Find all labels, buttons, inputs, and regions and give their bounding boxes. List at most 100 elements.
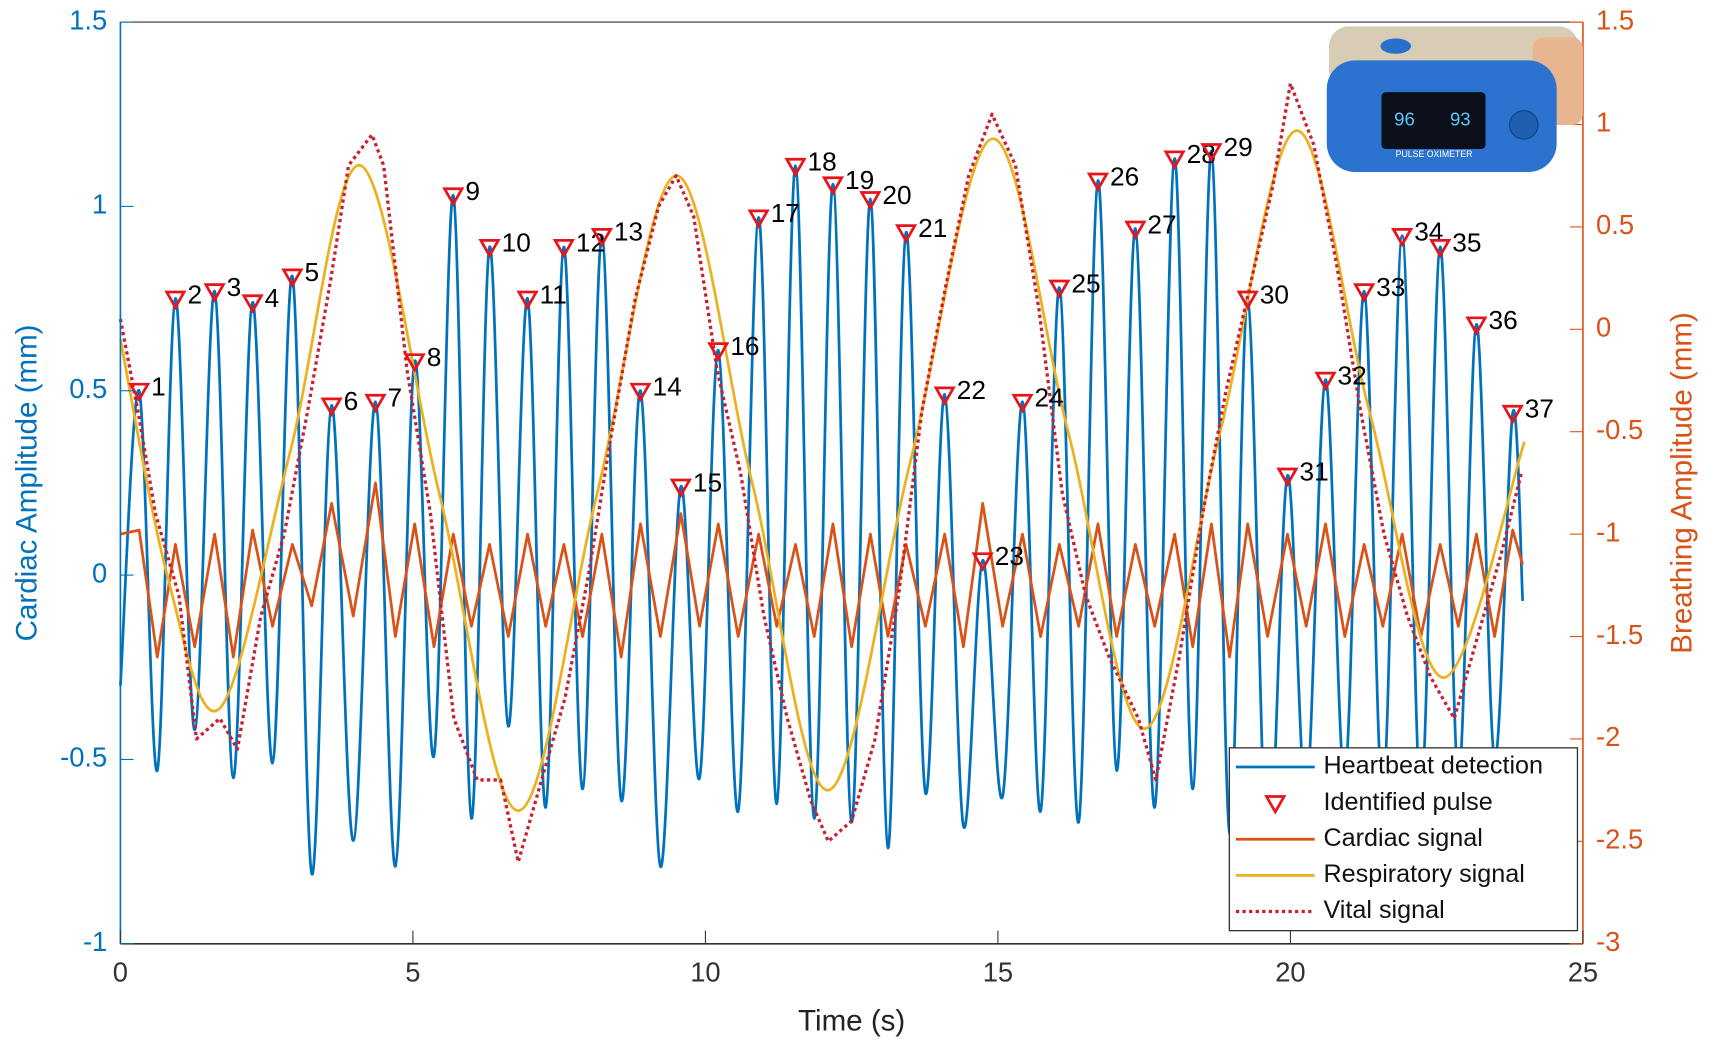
pulse-marker [1429, 239, 1452, 259]
pulse-marker [442, 187, 465, 207]
y2-tick-label: 1 [1596, 107, 1611, 138]
pulse-label: 35 [1452, 228, 1481, 258]
pulse-label: 3 [227, 272, 242, 302]
pulse-label: 6 [344, 386, 359, 416]
pulse-label: 7 [388, 383, 403, 413]
pulse-marker [859, 191, 882, 211]
y2-axis-label: Breathing Amplitude (mm) [1665, 312, 1698, 654]
pulse-label: 1 [151, 371, 166, 401]
pulse-marker [1391, 227, 1414, 248]
button [1509, 110, 1539, 140]
pulse-label: 37 [1525, 394, 1554, 424]
pulse-marker [1200, 143, 1223, 163]
screen [1381, 92, 1486, 150]
pulse-marker [241, 294, 264, 314]
x-tick-label: 5 [405, 957, 420, 988]
pulse-marker [478, 239, 501, 259]
y-tick-label: -1 [83, 926, 107, 957]
pulse-marker [203, 283, 226, 303]
pulse-marker [1086, 172, 1110, 193]
pulse-marker [403, 353, 426, 373]
pulse-label: 33 [1376, 272, 1405, 302]
pulse-marker [1465, 316, 1488, 336]
inset-pr: 93 [1450, 108, 1471, 129]
pulse-label: 27 [1147, 209, 1176, 239]
pulse-label: 20 [882, 180, 911, 210]
series-line [118, 81, 1524, 864]
pulse-label: 29 [1223, 132, 1252, 162]
pulse-label: 24 [1035, 383, 1064, 413]
pulse-marker [1048, 279, 1071, 300]
pulse-marker [1011, 393, 1034, 414]
pulse-marker [364, 393, 387, 414]
pulse-marker [1353, 283, 1376, 303]
y-tick-label: 0 [92, 557, 107, 588]
pulse-label: 14 [653, 371, 682, 401]
pulse-marker [1236, 290, 1259, 311]
pulse-label: 2 [187, 279, 202, 309]
pulse-marker [747, 209, 770, 229]
y-tick-label: 1 [92, 189, 107, 220]
pulse-marker [629, 382, 652, 403]
pulse-label: 30 [1260, 279, 1289, 309]
pulse-label: 21 [918, 213, 947, 243]
pulse-marker [516, 290, 539, 311]
pulse-label: 15 [693, 467, 722, 497]
y-tick-label: 0.5 [69, 373, 107, 404]
y2-tick-label: -2 [1596, 721, 1620, 752]
x-tick-label: 10 [690, 957, 720, 988]
legend-label: Vital signal [1323, 896, 1444, 924]
y2-tick-label: -2.5 [1596, 824, 1643, 855]
x-tick-label: 0 [113, 957, 128, 988]
legend-label: Respiratory signal [1323, 860, 1524, 888]
pulse-marker [1163, 150, 1186, 170]
pulse-marker [1314, 371, 1337, 392]
pulse-marker [164, 290, 187, 311]
y-axis-label: Cardiac Amplitude (mm) [10, 324, 43, 641]
pulse-marker [1501, 404, 1524, 425]
pulse-label: 23 [995, 541, 1024, 571]
pulse-marker [707, 342, 730, 362]
x-tick-label: 15 [983, 957, 1013, 988]
pulse-marker [320, 397, 343, 418]
pulse-label: 10 [502, 228, 531, 258]
y2-tick-label: 1.5 [1596, 4, 1634, 35]
pulse-marker [784, 157, 807, 178]
y2-tick-label: -0.5 [1596, 414, 1643, 445]
pulse-label: 16 [730, 331, 759, 361]
inset-label: PULSE OXIMETER [1396, 149, 1473, 159]
pulse-marker [552, 239, 575, 259]
inset-photo: 96 93 PULSE OXIMETER [1326, 26, 1583, 173]
pulse-label: 13 [614, 217, 643, 247]
pulse-marker [971, 552, 994, 572]
y2-tick-label: 0 [1596, 312, 1611, 343]
x-tick-label: 25 [1568, 957, 1598, 988]
pulse-label: 4 [265, 283, 280, 313]
pulse-label: 25 [1071, 268, 1100, 298]
pulse-marker [1124, 220, 1147, 241]
y-tick-label: -0.5 [60, 742, 107, 773]
pulse-marker [281, 268, 304, 288]
pulse-label: 31 [1300, 456, 1329, 486]
x-axis-label: Time (s) [798, 1004, 905, 1037]
y-tick-label: 1.5 [69, 4, 107, 35]
inset-spo2: 96 [1394, 108, 1415, 129]
pulse-label: 26 [1110, 161, 1139, 191]
x-tick-label: 20 [1275, 957, 1305, 988]
pulse-label: 36 [1488, 305, 1517, 335]
pulse-label: 18 [808, 147, 837, 177]
pulse-label: 9 [465, 176, 480, 206]
legend-label: Identified pulse [1323, 788, 1492, 816]
pulse-marker [590, 227, 613, 248]
legend-label: Cardiac signal [1323, 824, 1482, 852]
y2-tick-label: -1 [1596, 516, 1620, 547]
pulse-marker [128, 382, 151, 403]
pulse-label: 17 [771, 198, 800, 228]
pulse-label: 8 [427, 342, 442, 372]
series-line [120, 481, 1524, 659]
y2-tick-label: -1.5 [1596, 619, 1643, 650]
pulse-marker [933, 386, 956, 406]
pulse-label: 34 [1414, 217, 1443, 247]
